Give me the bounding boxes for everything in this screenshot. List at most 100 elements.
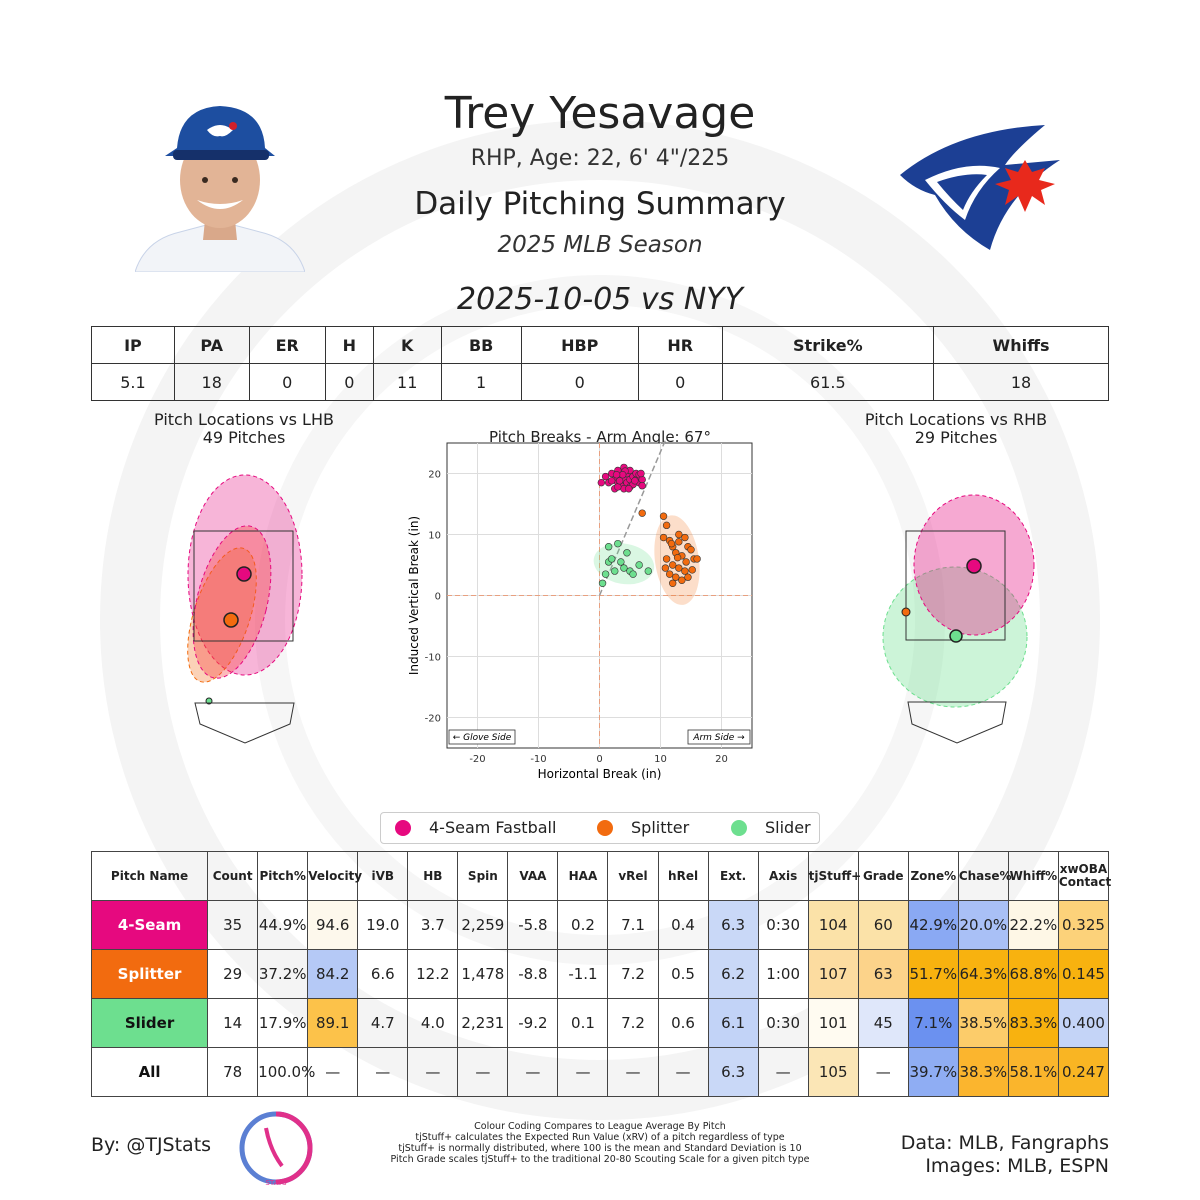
pitch-table-header: Grade [857,851,909,901]
data-point [672,573,680,581]
game-label: 2025-10-05 vs NYY [457,282,743,317]
legend-label: 4-Seam Fastball [429,818,557,837]
data-point [614,483,622,491]
stat-value: 0 [637,363,723,401]
pitch-metrics-table: Pitch Name Count Pitch% Velocity iVB HB Spin VA… [90,851,1111,1097]
pitch-table-cell: 58.1% [1007,1047,1059,1097]
data-point [611,567,619,575]
pitch-table-cell: 0.400 [1057,998,1110,1048]
pitch-table-cell: 4.0 [407,998,459,1048]
legend-item-fourseam: 4-Seam Fastball [395,818,556,837]
pitch-table-cell: 6.6 [357,949,409,999]
data-point [623,549,631,557]
pitch-table-row: Splitter 29 37.2% 84.2 6.6 12.2 1,478 -8.8 -1.1 7… [90,949,1110,999]
data-point [625,485,633,493]
pitch-table-cell: — [357,1047,409,1097]
stat-value: 18 [933,363,1109,401]
arm-side-box [687,729,751,745]
data-point [681,533,689,542]
legend-dot [395,820,411,836]
x-tick-label: -20 [469,754,485,765]
pitch-table-cell: 39.7% [907,1047,959,1097]
data-point [638,481,646,490]
pitch-table-header: iVB [357,851,409,901]
data-point [688,566,696,574]
stat-value: 0 [324,363,374,401]
pitch-table-cell: 45 [857,998,909,1048]
pitch-name-cell: All [90,1047,209,1097]
lhb-pitch-count: 49 Pitches [202,428,286,447]
pitch-table-cell: 84.2 [307,949,359,999]
pitch-table-cell: — [757,1047,809,1097]
data-source: Data: MLB, Fangraphs [900,1132,1109,1154]
stat-header: HR [637,326,723,364]
rhb-location-plot [882,494,1035,744]
pitch-table-cell: 6.1 [707,998,759,1048]
y-tick-label: 10 [428,531,441,542]
legend-item-slider: Slider [731,818,811,837]
author-credit: By: @TJStats [91,1134,212,1156]
pitch-table-cell: 60 [857,900,909,950]
data-point [693,555,701,563]
pitch-table-cell: 64.3% [957,949,1009,999]
pitch-table-cell: 3.7 [407,900,459,950]
lhb-splitter-ellipse [187,547,257,683]
pitch-table-cell: 1,478 [457,949,509,999]
pitch-table-cell: — [307,1047,359,1097]
lhb-strike-zone [193,530,294,642]
pitch-table-cell: 100.0% [257,1047,315,1097]
season-label: 2025 MLB Season [497,232,703,258]
stat-value: 0 [520,363,639,401]
pitch-table-cell: 0.2 [557,900,609,950]
legend-item-splitter: Splitter [597,818,689,837]
pitch-table-cell: 1:00 [757,949,809,999]
pitch-table-header: Spin [457,851,509,901]
pitch-table-cell: 29 [207,949,259,999]
pitch-table-cell: 7.2 [607,998,659,1048]
data-point [629,570,637,578]
pitch-table-cell: 35 [207,900,259,950]
footer-notes: Colour Coding Compares to League Average… [380,1121,820,1165]
data-point [604,542,613,551]
y-tick-label: -10 [425,653,441,664]
pitch-table-cell: 37.2% [257,949,309,999]
stat-value: 61.5 [721,363,935,401]
pitch-table-header: xwOBA Contact [1057,851,1111,901]
data-point [617,558,625,566]
pitch-table-cell: 38.5% [957,998,1009,1048]
data-point [665,570,674,578]
x-tick-label: 0 [596,754,602,765]
pitch-table-header: Axis [757,851,809,901]
pitch-table-cell: 2,231 [457,998,509,1048]
lhb-red-ellipse [192,525,272,679]
data-point [661,564,670,572]
footer-note: tjStuff+ is normally distributed, where … [398,1143,802,1154]
pitch-table-cell: 6.3 [707,900,759,950]
data-point [669,561,677,569]
break-chart-title: Pitch Breaks - Arm Angle: 67° [489,428,711,446]
pitch-table-cell: 0.4 [657,900,709,950]
pitch-table-cell: — [657,1047,709,1097]
pitch-table-cell: 0.325 [1057,900,1110,950]
data-point [675,530,683,539]
glove-side-box [448,729,516,745]
data-point [637,469,645,478]
data-point [597,478,606,487]
pitch-table-cell: 38.3% [957,1047,1009,1097]
pitch-name-cell: Slider [90,998,209,1048]
pitch-table-row: All 78 100.0% — — — — — — — —6.3—105—39.7% 38.3% 58.… [90,1047,1110,1097]
pitch-table-cell: 44.9% [257,900,309,950]
images-source: Images: MLB, ESPN [925,1155,1109,1177]
stat-header: IP [91,326,175,364]
stat-header: Whiffs [933,326,1109,364]
x-tick-label: 20 [715,754,728,765]
legend: 4-Seam Fastball Splitter Slider [380,812,820,844]
pitch-table-cell: 7.1 [607,900,659,950]
pitch-table-cell: 0.5 [657,949,709,999]
data-point [681,567,689,575]
data-point [678,576,686,584]
stat-line-table: IP PA ER H K BB HBP HR Strike% Whiffs 5.… [91,326,1109,401]
data-point [687,546,695,554]
legend-label: Slider [765,818,811,837]
pitch-table-header: Zone% [907,851,959,901]
